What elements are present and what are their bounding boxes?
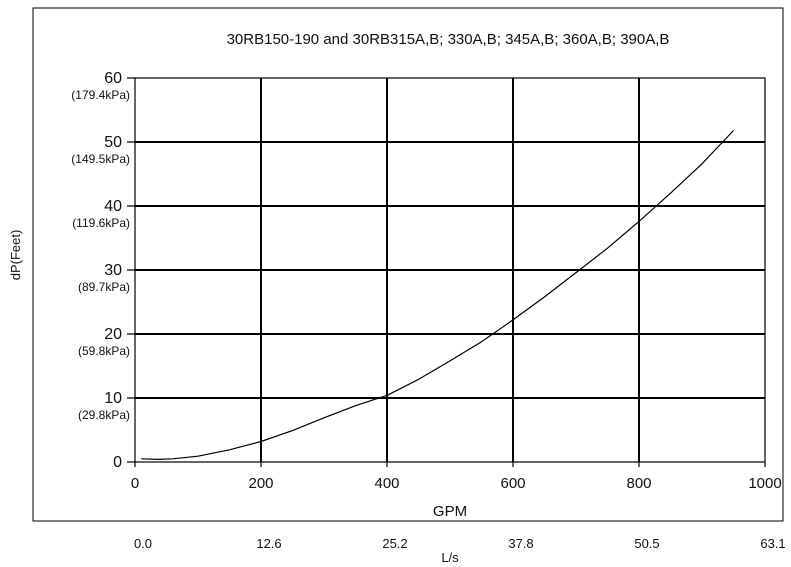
secondary-x-tick-labels: 0.0 12.6 25.2 37.8 50.5 63.1: [134, 536, 786, 551]
y-tick-kpa-label: (179.4kPa): [71, 88, 130, 102]
x-tick-label: 0: [131, 475, 139, 492]
secondary-x-tick-label: 0.0: [134, 536, 152, 551]
secondary-x-tick-label: 50.5: [634, 536, 659, 551]
y-tick-kpa-label: (149.5kPa): [71, 152, 130, 166]
chart-frame: [32, 7, 784, 522]
secondary-x-tick-label: 25.2: [382, 536, 407, 551]
y-tick-label: 10: [104, 390, 122, 407]
x-tick-label: 600: [500, 475, 525, 492]
plot-area: [134, 77, 766, 463]
y-tick-labels: 0 10(29.8kPa) 20(59.8kPa) 30(89.7kPa) 40(119…: [71, 70, 130, 471]
y-axis-label: dP(Feet): [8, 230, 23, 281]
grid-lines: [127, 77, 766, 467]
secondary-x-tick-label: 37.8: [508, 536, 533, 551]
x-tick-label: 200: [248, 475, 273, 492]
x-tick-label: 1000: [748, 475, 781, 492]
chart-title: 30RB150-190 and 30RB315A,B; 330A,B; 345A…: [227, 31, 670, 48]
y-tick-label: 30: [104, 262, 122, 279]
y-tick-label: 20: [104, 326, 122, 343]
series-line: [141, 130, 734, 461]
y-tick-label: 40: [104, 198, 122, 215]
y-tick-label: 50: [104, 134, 122, 151]
y-tick-label: 60: [104, 70, 122, 87]
secondary-x-tick-label: 63.1: [760, 536, 785, 551]
y-tick-kpa-label: (119.6kPa): [72, 216, 130, 230]
secondary-x-axis-label: L/s: [441, 550, 459, 565]
series-layer: [141, 130, 734, 461]
x-tick-labels: 0 200 400 600 800 1000: [131, 475, 782, 492]
y-tick-label: 0: [113, 454, 122, 471]
secondary-x-tick-label: 12.6: [256, 536, 281, 551]
y-tick-kpa-label: (59.8kPa): [78, 344, 130, 358]
x-axis-label: GPM: [433, 503, 467, 520]
x-tick-label: 400: [374, 475, 399, 492]
y-tick-kpa-label: (89.7kPa): [78, 280, 130, 294]
y-tick-kpa-label: (29.8kPa): [78, 408, 130, 422]
x-tick-label: 800: [626, 475, 651, 492]
